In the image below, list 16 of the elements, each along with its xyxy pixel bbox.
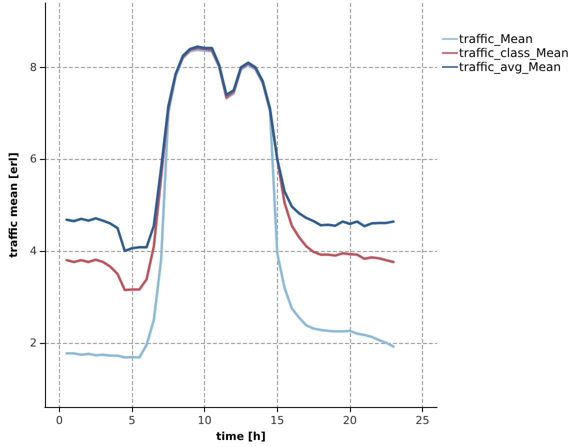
x-tick-label: 0	[56, 414, 63, 428]
x-tick-label: 10	[198, 414, 212, 428]
x-tick-label: 5	[128, 414, 136, 428]
x-tick-label: 20	[342, 414, 357, 428]
y-tick-label: 4	[30, 244, 37, 258]
legend-label: traffic_class_Mean	[459, 46, 569, 60]
x-tick-label: 15	[270, 414, 284, 428]
y-tick-label: 6	[30, 152, 37, 166]
x-tick-label: 25	[415, 414, 430, 428]
y-tick-label: 8	[30, 60, 37, 74]
line-series	[65, 45, 395, 252]
legend-label: traffic_avg_Mean	[459, 60, 561, 74]
x-axis-title: time [h]	[216, 430, 266, 443]
y-tick-label: 2	[30, 336, 37, 350]
legend-label: traffic_Mean	[459, 32, 533, 46]
y-axis-title: traffic mean [erl]	[7, 152, 20, 258]
